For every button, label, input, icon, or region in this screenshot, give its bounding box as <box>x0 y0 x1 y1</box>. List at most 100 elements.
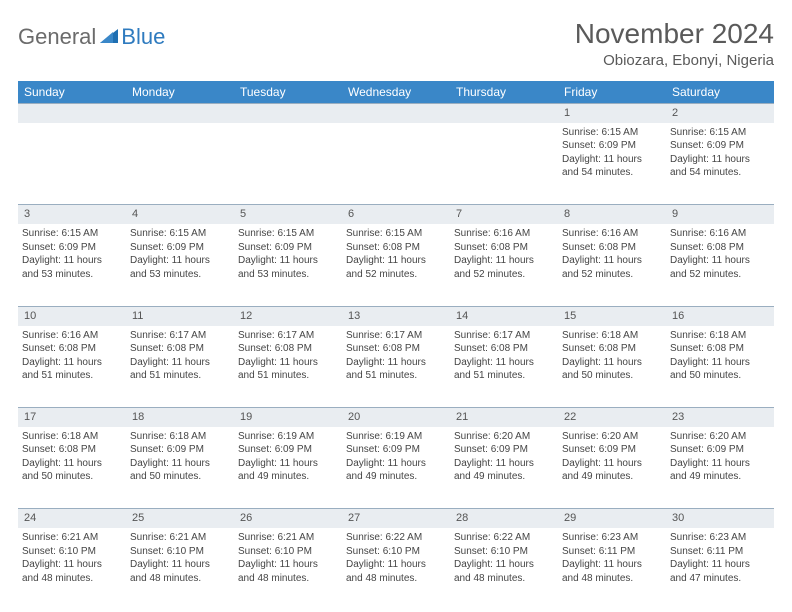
day1-text: Daylight: 11 hours <box>238 356 338 370</box>
sunrise-text: Sunrise: 6:16 AM <box>562 227 662 241</box>
daynum-row: 24252627282930 <box>18 509 774 528</box>
sunset-text: Sunset: 6:09 PM <box>670 443 770 457</box>
day1-text: Daylight: 11 hours <box>22 457 122 471</box>
day-cell: Sunrise: 6:17 AMSunset: 6:08 PMDaylight:… <box>450 326 558 408</box>
sunset-text: Sunset: 6:09 PM <box>22 241 122 255</box>
day2-text: and 48 minutes. <box>346 572 446 586</box>
col-wednesday: Wednesday <box>342 81 450 104</box>
triangle-icon <box>100 27 118 48</box>
day1-text: Daylight: 11 hours <box>130 254 230 268</box>
sunrise-text: Sunrise: 6:17 AM <box>130 329 230 343</box>
sunset-text: Sunset: 6:08 PM <box>454 342 554 356</box>
day-number: 30 <box>666 509 774 528</box>
day2-text: and 54 minutes. <box>562 166 662 180</box>
day2-text: and 50 minutes. <box>670 369 770 383</box>
day2-text: and 48 minutes. <box>22 572 122 586</box>
sunset-text: Sunset: 6:11 PM <box>562 545 662 559</box>
logo-word-general: General <box>18 24 96 50</box>
sunrise-text: Sunrise: 6:22 AM <box>346 531 446 545</box>
col-tuesday: Tuesday <box>234 81 342 104</box>
sunrise-text: Sunrise: 6:21 AM <box>238 531 338 545</box>
sunrise-text: Sunrise: 6:16 AM <box>22 329 122 343</box>
day-cell: Sunrise: 6:17 AMSunset: 6:08 PMDaylight:… <box>126 326 234 408</box>
day2-text: and 53 minutes. <box>22 268 122 282</box>
sunrise-text: Sunrise: 6:18 AM <box>562 329 662 343</box>
sunset-text: Sunset: 6:08 PM <box>454 241 554 255</box>
sunset-text: Sunset: 6:10 PM <box>454 545 554 559</box>
sunset-text: Sunset: 6:08 PM <box>130 342 230 356</box>
day-number: 12 <box>234 306 342 325</box>
sunrise-text: Sunrise: 6:18 AM <box>22 430 122 444</box>
sunset-text: Sunset: 6:08 PM <box>22 342 122 356</box>
day-cell: Sunrise: 6:18 AMSunset: 6:08 PMDaylight:… <box>18 427 126 509</box>
sunrise-text: Sunrise: 6:17 AM <box>238 329 338 343</box>
sunrise-text: Sunrise: 6:20 AM <box>454 430 554 444</box>
week-row: Sunrise: 6:15 AMSunset: 6:09 PMDaylight:… <box>18 224 774 306</box>
day1-text: Daylight: 11 hours <box>346 254 446 268</box>
day2-text: and 53 minutes. <box>130 268 230 282</box>
sunset-text: Sunset: 6:08 PM <box>346 342 446 356</box>
day-number <box>450 104 558 123</box>
day2-text: and 49 minutes. <box>670 470 770 484</box>
col-saturday: Saturday <box>666 81 774 104</box>
day1-text: Daylight: 11 hours <box>562 457 662 471</box>
sunset-text: Sunset: 6:08 PM <box>238 342 338 356</box>
day1-text: Daylight: 11 hours <box>454 356 554 370</box>
day-number: 9 <box>666 205 774 224</box>
day1-text: Daylight: 11 hours <box>670 457 770 471</box>
month-title: November 2024 <box>575 18 774 50</box>
day-number: 23 <box>666 408 774 427</box>
day2-text: and 51 minutes. <box>22 369 122 383</box>
day-cell <box>450 123 558 205</box>
day-number: 15 <box>558 306 666 325</box>
sunset-text: Sunset: 6:09 PM <box>238 443 338 457</box>
day1-text: Daylight: 11 hours <box>238 558 338 572</box>
day-number: 17 <box>18 408 126 427</box>
day1-text: Daylight: 11 hours <box>454 558 554 572</box>
sunset-text: Sunset: 6:08 PM <box>670 342 770 356</box>
day1-text: Daylight: 11 hours <box>346 356 446 370</box>
sunrise-text: Sunrise: 6:15 AM <box>22 227 122 241</box>
day-number: 13 <box>342 306 450 325</box>
day-number <box>342 104 450 123</box>
day2-text: and 52 minutes. <box>670 268 770 282</box>
day1-text: Daylight: 11 hours <box>22 254 122 268</box>
day1-text: Daylight: 11 hours <box>22 558 122 572</box>
sunset-text: Sunset: 6:09 PM <box>130 443 230 457</box>
day2-text: and 49 minutes. <box>346 470 446 484</box>
day2-text: and 49 minutes. <box>454 470 554 484</box>
day-number: 25 <box>126 509 234 528</box>
day1-text: Daylight: 11 hours <box>562 558 662 572</box>
day-cell: Sunrise: 6:18 AMSunset: 6:08 PMDaylight:… <box>666 326 774 408</box>
day-number: 29 <box>558 509 666 528</box>
day-cell: Sunrise: 6:15 AMSunset: 6:08 PMDaylight:… <box>342 224 450 306</box>
day1-text: Daylight: 11 hours <box>670 558 770 572</box>
col-friday: Friday <box>558 81 666 104</box>
header: General Blue November 2024 Obiozara, Ebo… <box>18 18 774 69</box>
day2-text: and 54 minutes. <box>670 166 770 180</box>
day1-text: Daylight: 11 hours <box>454 457 554 471</box>
daynum-row: 12 <box>18 104 774 123</box>
day-cell: Sunrise: 6:21 AMSunset: 6:10 PMDaylight:… <box>18 528 126 610</box>
sunrise-text: Sunrise: 6:22 AM <box>454 531 554 545</box>
day-number: 14 <box>450 306 558 325</box>
day-cell <box>342 123 450 205</box>
sunset-text: Sunset: 6:08 PM <box>22 443 122 457</box>
sunrise-text: Sunrise: 6:18 AM <box>670 329 770 343</box>
sunrise-text: Sunrise: 6:15 AM <box>562 126 662 140</box>
sunset-text: Sunset: 6:11 PM <box>670 545 770 559</box>
sunrise-text: Sunrise: 6:16 AM <box>670 227 770 241</box>
day-number: 27 <box>342 509 450 528</box>
day1-text: Daylight: 11 hours <box>562 254 662 268</box>
sunset-text: Sunset: 6:10 PM <box>238 545 338 559</box>
sunrise-text: Sunrise: 6:19 AM <box>346 430 446 444</box>
sunrise-text: Sunrise: 6:15 AM <box>346 227 446 241</box>
daynum-row: 10111213141516 <box>18 306 774 325</box>
day-number <box>234 104 342 123</box>
day-number: 8 <box>558 205 666 224</box>
day-number <box>18 104 126 123</box>
sunset-text: Sunset: 6:08 PM <box>670 241 770 255</box>
logo: General Blue <box>18 18 165 50</box>
sunrise-text: Sunrise: 6:20 AM <box>670 430 770 444</box>
day-number: 22 <box>558 408 666 427</box>
